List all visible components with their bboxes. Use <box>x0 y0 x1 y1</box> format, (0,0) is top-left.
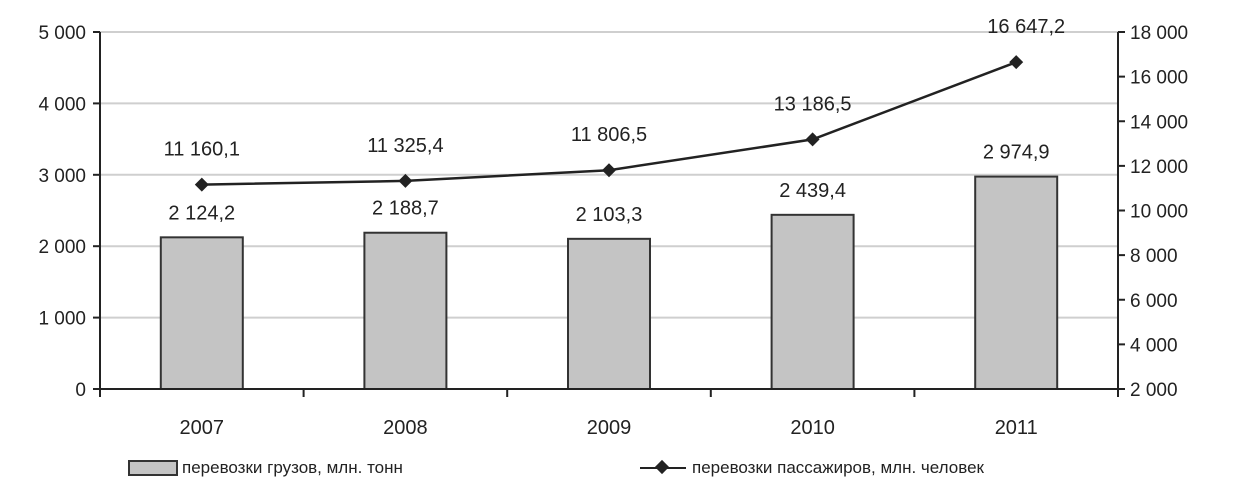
legend-item-bar-series: перевозки грузов, млн. тонн <box>128 458 403 478</box>
line-data-label: 11 160,1 <box>164 139 240 161</box>
line-point-marker <box>194 177 209 192</box>
right-tick-label: 16 000 <box>1130 68 1188 89</box>
right-tick-label: 12 000 <box>1130 157 1188 178</box>
bar-data-label: 2 439,4 <box>779 180 846 202</box>
x-tick-label: 2007 <box>180 417 225 439</box>
right-tick-label: 6 000 <box>1130 291 1178 312</box>
x-tick-label: 2010 <box>790 417 835 439</box>
right-tick-label: 4 000 <box>1130 335 1178 356</box>
line-point-marker <box>602 163 616 178</box>
bar-data-label: 2 188,7 <box>372 198 439 220</box>
line-data-label: 11 325,4 <box>367 135 443 157</box>
legend-label-line-series: перевозки пассажиров, млн. человек <box>692 458 984 477</box>
line-data-label: 16 647,2 <box>987 16 1065 38</box>
left-tick-label: 1 000 <box>38 309 86 330</box>
line-point-marker <box>805 132 820 147</box>
right-tick-label: 18 000 <box>1130 23 1188 44</box>
bar-data-label: 2 124,2 <box>168 202 235 224</box>
left-tick-label: 0 <box>75 380 86 401</box>
bar-data-label: 2 974,9 <box>983 142 1050 164</box>
bar-data-label: 2 103,3 <box>576 204 643 226</box>
legend-item-line-series: перевозки пассажиров, млн. человек <box>640 458 984 478</box>
legend-swatch-bar <box>128 460 178 476</box>
left-tick-label: 5 000 <box>38 23 86 44</box>
bar <box>567 237 651 390</box>
bar <box>974 175 1059 390</box>
left-tick-label: 4 000 <box>38 94 86 115</box>
x-tick-label: 2009 <box>587 417 632 439</box>
right-tick-label: 2 000 <box>1130 380 1178 401</box>
line-point-marker <box>1009 55 1024 70</box>
line-data-label: 11 806,5 <box>571 124 647 146</box>
x-tick-label: 2011 <box>995 417 1038 439</box>
bar <box>363 231 448 390</box>
bar <box>159 236 244 390</box>
legend: перевозки грузов, млн. тонн перевозки па… <box>0 452 1233 488</box>
line-data-label: 13 186,5 <box>774 93 852 115</box>
line-point-marker <box>398 173 413 188</box>
right-tick-label: 14 000 <box>1130 112 1188 133</box>
right-tick-label: 10 000 <box>1130 202 1188 223</box>
x-tick-label: 2008 <box>383 417 428 439</box>
left-tick-label: 3 000 <box>38 166 86 187</box>
legend-label-bar-series: перевозки грузов, млн. тонн <box>182 458 403 477</box>
bar <box>770 213 855 390</box>
left-tick-label: 2 000 <box>38 237 86 258</box>
right-tick-label: 8 000 <box>1130 246 1178 267</box>
legend-swatch-line <box>640 459 686 476</box>
